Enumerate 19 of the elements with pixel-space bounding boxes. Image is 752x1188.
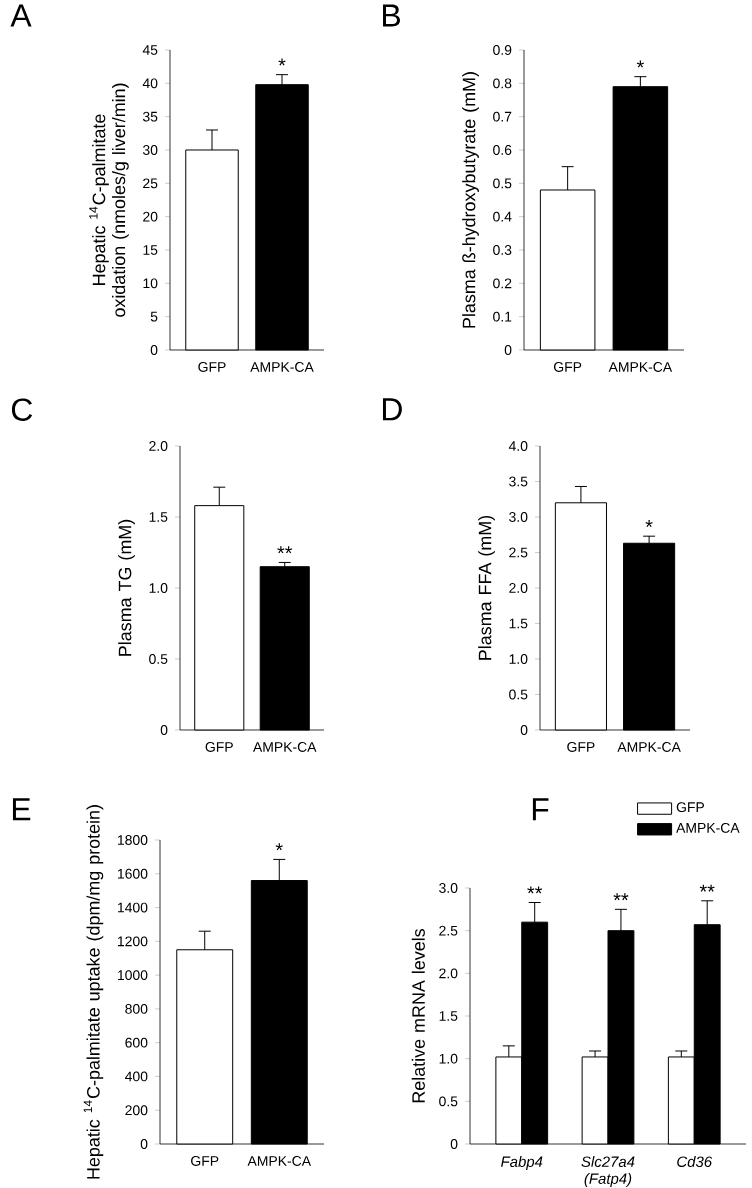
chart-title: A <box>10 4 32 27</box>
y-axis-title: Relative mRNA levels <box>411 929 425 1103</box>
annotation: ** <box>613 893 629 901</box>
chart-title: D <box>382 398 402 421</box>
y-axis-title: Hepatic $^{14}$C-palmitate uptake (dpm/mg protein) <box>83 805 104 1179</box>
annotation: * <box>275 843 283 851</box>
y-axis-title: Plasma TG (mM) <box>118 519 135 656</box>
annotation: * <box>278 58 286 66</box>
y-axis-title: Plasma ß-hydroxybutyrate (mM) <box>462 72 479 328</box>
annotation: ** <box>699 884 715 892</box>
annotation: * <box>645 520 653 528</box>
chart-title: C <box>11 398 33 421</box>
chart-title: F <box>532 798 549 821</box>
chart-title: E <box>12 798 31 821</box>
y-axis-title: Plasma FFA (mM) <box>478 515 495 660</box>
annotation: * <box>636 60 644 68</box>
chart-title: B <box>383 4 400 27</box>
annotation: ** <box>277 546 293 554</box>
annotation: ** <box>527 886 543 894</box>
